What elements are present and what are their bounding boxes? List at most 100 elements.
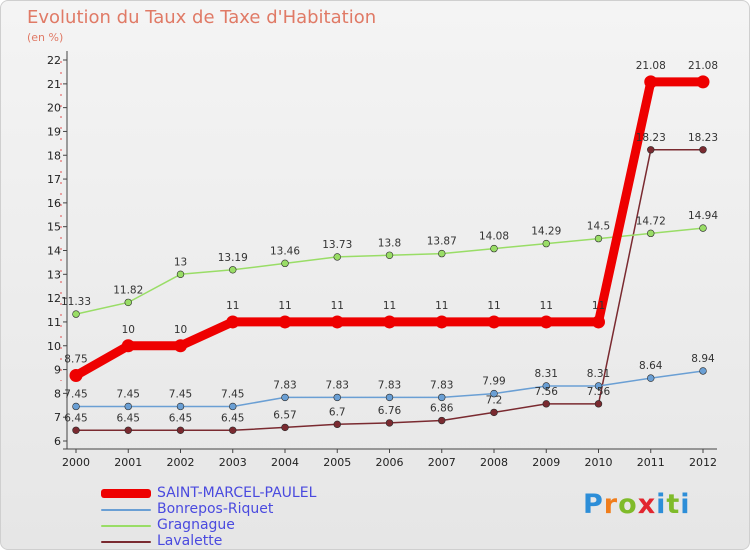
y-tick-label: 15 <box>47 221 61 234</box>
data-label: 7.45 <box>169 388 192 400</box>
data-point <box>333 420 341 429</box>
data-label: 13.19 <box>218 252 248 264</box>
x-tick-label: 2006 <box>376 456 404 469</box>
data-label: 11 <box>435 300 448 312</box>
y-tick-label: 20 <box>47 102 61 115</box>
series-layer <box>69 75 710 434</box>
data-point <box>438 249 446 258</box>
data-label: 14.72 <box>636 215 666 227</box>
data-label: 18.23 <box>636 132 666 144</box>
data-point <box>229 426 237 434</box>
data-point <box>385 419 394 427</box>
data-label: 11 <box>226 300 239 312</box>
y-tick-label: 12 <box>47 292 61 305</box>
x-tick-label: 2003 <box>219 456 247 469</box>
data-label: 11.82 <box>113 284 143 296</box>
y-tick-label: 18 <box>47 149 61 162</box>
data-point <box>176 426 185 434</box>
data-label: 11 <box>540 300 553 312</box>
data-label: 14.5 <box>587 221 610 233</box>
data-point <box>330 315 344 329</box>
x-tick-label: 2004 <box>271 456 299 469</box>
data-point <box>72 426 80 434</box>
data-label: 10 <box>122 324 135 336</box>
data-point <box>281 393 289 402</box>
chart-unit-label: (en %) <box>27 31 64 44</box>
x-tick-label: 2002 <box>167 456 195 469</box>
data-label: 6.45 <box>221 412 244 424</box>
data-label: 6.76 <box>378 405 402 417</box>
data-point <box>176 270 185 279</box>
data-point <box>333 393 341 402</box>
x-tick-label: 2005 <box>323 456 351 469</box>
data-label: 7.83 <box>378 379 401 391</box>
data-point <box>490 389 498 398</box>
data-point <box>594 382 603 390</box>
data-label: 6.45 <box>169 412 192 424</box>
data-point <box>542 239 550 248</box>
data-point <box>383 315 396 329</box>
data-point <box>174 339 187 353</box>
data-point <box>594 400 603 408</box>
data-label: 21.08 <box>636 60 666 72</box>
x-tick-label: 2001 <box>114 456 142 469</box>
data-label: 18.23 <box>688 132 718 144</box>
data-point <box>176 402 185 411</box>
data-point <box>696 75 710 89</box>
data-point <box>385 251 394 259</box>
data-point <box>438 416 446 425</box>
data-label: 13.46 <box>270 245 300 257</box>
data-point <box>699 224 707 232</box>
data-label: 7.83 <box>326 379 349 391</box>
legend-label-bonrepos-riquet: Bonrepos-Riquet <box>157 501 274 517</box>
y-tick-label: 16 <box>47 197 61 210</box>
data-label: 13 <box>174 256 187 268</box>
x-tick-label: 2011 <box>637 456 665 469</box>
data-label: 11 <box>487 300 500 312</box>
data-label: 8.94 <box>691 353 715 365</box>
data-point <box>487 315 501 329</box>
data-label: 14.08 <box>479 231 509 243</box>
data-point <box>121 339 135 353</box>
x-tick-label: 2008 <box>480 456 508 469</box>
data-label: 11.33 <box>61 296 91 308</box>
data-label: 10 <box>174 324 187 336</box>
legend-swatch-gragnague <box>101 525 151 527</box>
data-point <box>385 393 394 402</box>
data-point <box>69 369 83 383</box>
data-label: 8.64 <box>639 360 663 372</box>
data-label: 11 <box>592 300 605 312</box>
y-tick-label: 14 <box>47 245 61 258</box>
proxiti-logo: Proxiti <box>583 489 691 520</box>
legend-label-gragnague: Gragnague <box>157 517 235 533</box>
y-tick-label: 10 <box>47 340 61 353</box>
data-point <box>229 402 237 411</box>
data-point <box>592 315 605 329</box>
y-tick-label: 9 <box>54 364 61 377</box>
data-point <box>72 402 80 411</box>
data-point <box>647 374 655 382</box>
x-tick-label: 2010 <box>585 456 613 469</box>
data-label: 13.8 <box>378 237 401 249</box>
y-tick-label: 22 <box>47 54 61 67</box>
data-point <box>699 146 707 154</box>
data-point <box>542 400 550 408</box>
data-label: 8.75 <box>64 354 87 366</box>
data-point <box>699 367 707 375</box>
data-label: 7.56 <box>535 386 559 398</box>
data-label: 21.08 <box>688 60 718 72</box>
data-label-layer: 6.45 6.45 6.45 6.45 6.57 6.7 6.76 6.86 7.2 7.56 7.… <box>61 60 718 424</box>
data-label: 11 <box>278 300 291 312</box>
y-tick-label: 7 <box>54 411 61 424</box>
data-point <box>644 75 658 89</box>
data-point <box>594 234 603 243</box>
y-tick-label: 8 <box>54 387 61 400</box>
data-point <box>333 253 341 261</box>
data-label: 8.31 <box>587 368 610 380</box>
chart-axes: 6 7 8 9 10 11 12 13 14 15 16 17 18 19 20 21 22 2000 2001 20… <box>47 51 717 469</box>
data-label: 6.7 <box>329 406 346 418</box>
y-tick-label: 6 <box>54 435 61 448</box>
y-tick-label: 21 <box>47 78 61 91</box>
data-point <box>124 298 132 307</box>
data-point <box>124 402 132 411</box>
